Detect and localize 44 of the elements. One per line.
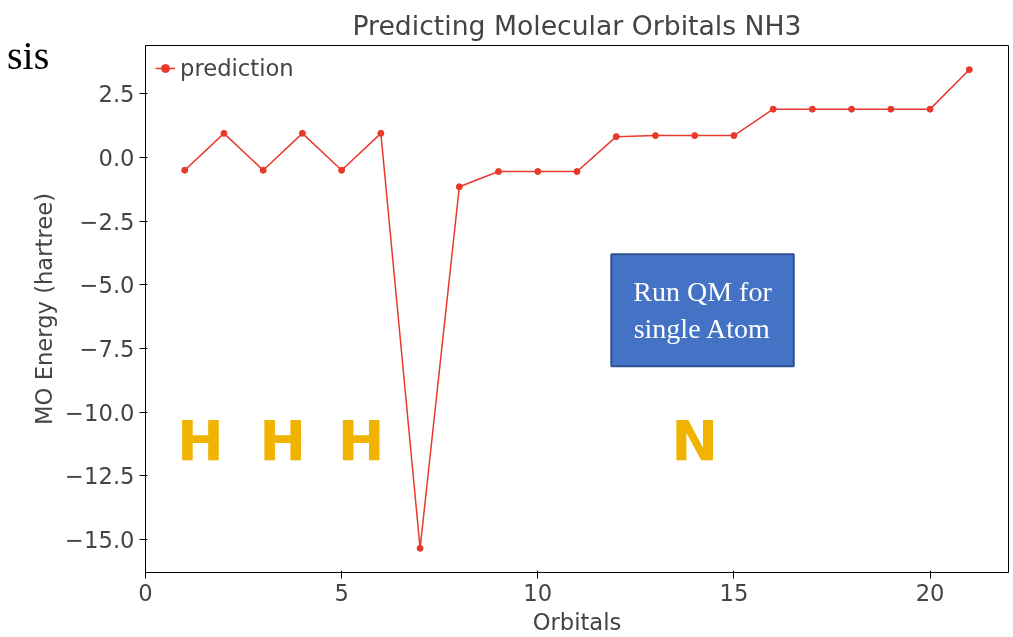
y-axis-title: MO Energy (hartree)	[31, 193, 58, 425]
x-tick-label: 10	[523, 579, 553, 606]
annotation: H	[176, 407, 224, 473]
point	[573, 168, 581, 176]
legend-label: prediction	[180, 55, 294, 81]
point	[220, 129, 228, 137]
y-tick-label: −7.5	[79, 335, 135, 362]
point	[691, 132, 699, 140]
point	[926, 105, 934, 113]
annotation: N	[671, 407, 719, 473]
point	[730, 132, 738, 140]
x-tick-label: 20	[915, 579, 945, 606]
point	[338, 166, 346, 174]
x-tick-label: 0	[138, 579, 153, 606]
point	[495, 168, 503, 176]
point	[848, 105, 856, 113]
y-tick-label: −10.0	[65, 399, 135, 426]
point	[612, 133, 620, 141]
point	[534, 168, 542, 176]
annotation: Run QM for single Atom	[633, 276, 773, 345]
x-tick-label: 15	[719, 579, 749, 606]
y-tick-label: −12.5	[65, 463, 135, 490]
point	[259, 166, 267, 174]
point	[377, 129, 385, 137]
point	[769, 105, 777, 113]
annotation: H	[337, 407, 385, 473]
y-tick-label: 2.5	[98, 81, 135, 108]
y-tick-label: 0.0	[98, 145, 135, 172]
point	[887, 105, 895, 113]
point	[298, 129, 306, 137]
point	[416, 544, 424, 552]
y-tick-label: −5.0	[79, 272, 135, 299]
point	[808, 105, 816, 113]
chart-title: Predicting Molecular Orbitals NH3	[352, 9, 802, 41]
annotation: H	[259, 407, 307, 473]
y-tick-label: −2.5	[79, 208, 135, 235]
point	[455, 183, 463, 191]
point	[651, 132, 659, 140]
text: sis	[7, 32, 50, 80]
point	[181, 166, 189, 174]
y-tick-label: −15.0	[65, 526, 135, 553]
point	[965, 66, 973, 74]
x-axis-title: Orbitals	[532, 608, 622, 635]
x-tick-label: 5	[334, 579, 349, 606]
